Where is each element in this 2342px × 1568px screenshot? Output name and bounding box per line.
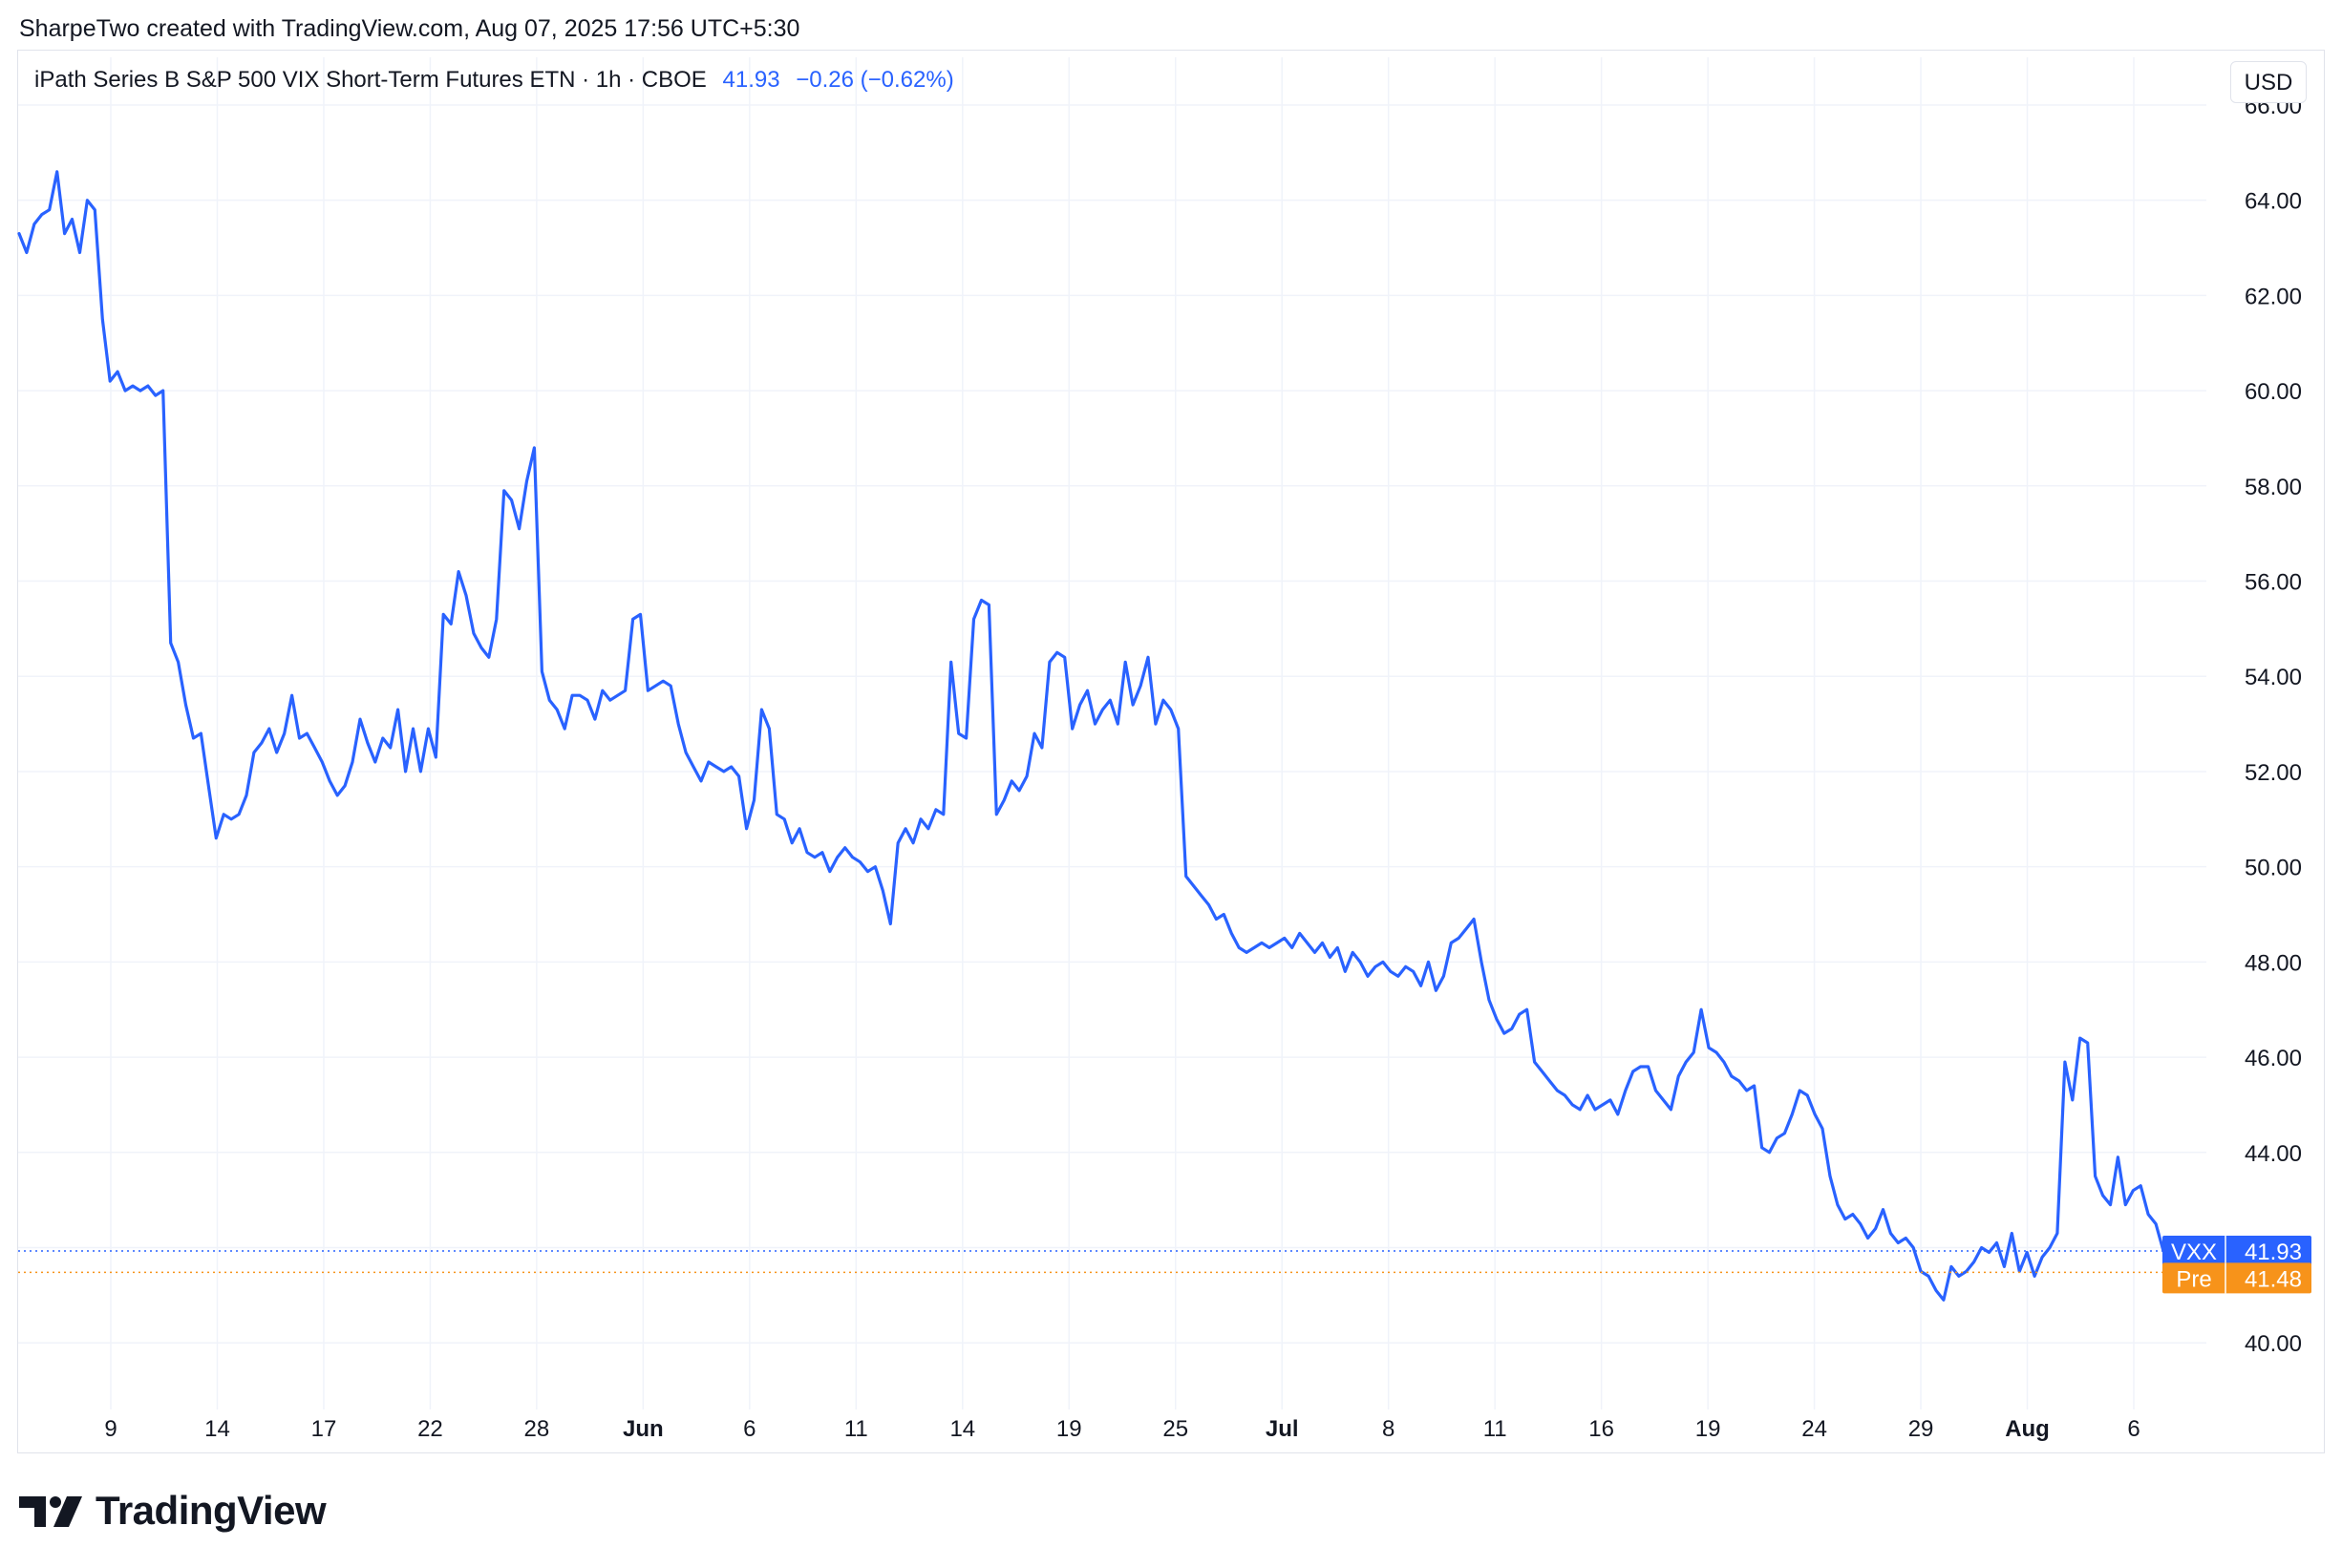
x-tick-label: Jun [623,1416,664,1442]
legend-last-value: 41.93 [722,67,780,93]
chart-frame[interactable] [17,50,2325,1453]
x-tick-label: 22 [417,1416,443,1442]
y-tick-label: 64.00 [2245,189,2302,215]
x-tick-label: 28 [524,1416,550,1442]
tradingview-logo-icon [19,1496,82,1527]
legend-change: −0.26 (−0.62%) [796,67,954,93]
y-tick-label: 62.00 [2245,284,2302,309]
x-tick-label: 17 [311,1416,337,1442]
currency-button[interactable]: USD [2230,61,2307,103]
x-tick-label: 19 [1056,1416,1082,1442]
price-series-line [17,170,2165,1302]
x-tick-label: Aug [2005,1416,2050,1442]
y-tick-label: 48.00 [2245,950,2302,976]
x-tick-label: 14 [204,1416,230,1442]
chart-caption: SharpeTwo created with TradingView.com, … [19,15,800,42]
x-tick-label: 6 [2127,1416,2140,1442]
y-tick-label: 46.00 [2245,1046,2302,1071]
x-tick-label: 19 [1695,1416,1721,1442]
pre-market-tag-label: Pre [2176,1266,2211,1292]
tradingview-logo-text: TradingView [96,1488,327,1533]
y-tick-label: 52.00 [2245,760,2302,786]
x-tick-label: 9 [104,1416,117,1442]
x-tick-label: 11 [844,1416,868,1442]
x-tick-label: 25 [1162,1416,1188,1442]
y-tick-label: 54.00 [2245,665,2302,690]
y-tick-label: 44.00 [2245,1141,2302,1167]
pre-market-tag-value: 41.48 [2245,1266,2302,1292]
symbol-description: iPath Series B S&P 500 VIX Short-Term Fu… [34,67,707,93]
x-tick-label: 29 [1908,1416,1934,1442]
x-tick-label: 14 [949,1416,975,1442]
last-price-tag [2162,1235,2311,1266]
last-price-tag-label: VXX [2171,1240,2217,1265]
x-tick-label: 24 [1801,1416,1827,1442]
y-tick-label: 50.00 [2245,856,2302,881]
y-tick-label: 40.00 [2245,1331,2302,1357]
tradingview-brand[interactable]: TradingView [19,1488,327,1534]
x-tick-label: 6 [743,1416,756,1442]
symbol-legend[interactable]: iPath Series B S&P 500 VIX Short-Term Fu… [34,67,954,94]
x-tick-label: 8 [1382,1416,1395,1442]
pre-market-tag [2162,1262,2311,1294]
x-tick-label: 16 [1588,1416,1614,1442]
y-tick-label: 58.00 [2245,475,2302,500]
y-tick-label: 60.00 [2245,379,2302,405]
y-tick-label: 56.00 [2245,570,2302,596]
x-tick-label: 11 [1483,1416,1507,1442]
x-tick-label: Jul [1266,1416,1299,1442]
last-price-tag-value: 41.93 [2245,1240,2302,1265]
